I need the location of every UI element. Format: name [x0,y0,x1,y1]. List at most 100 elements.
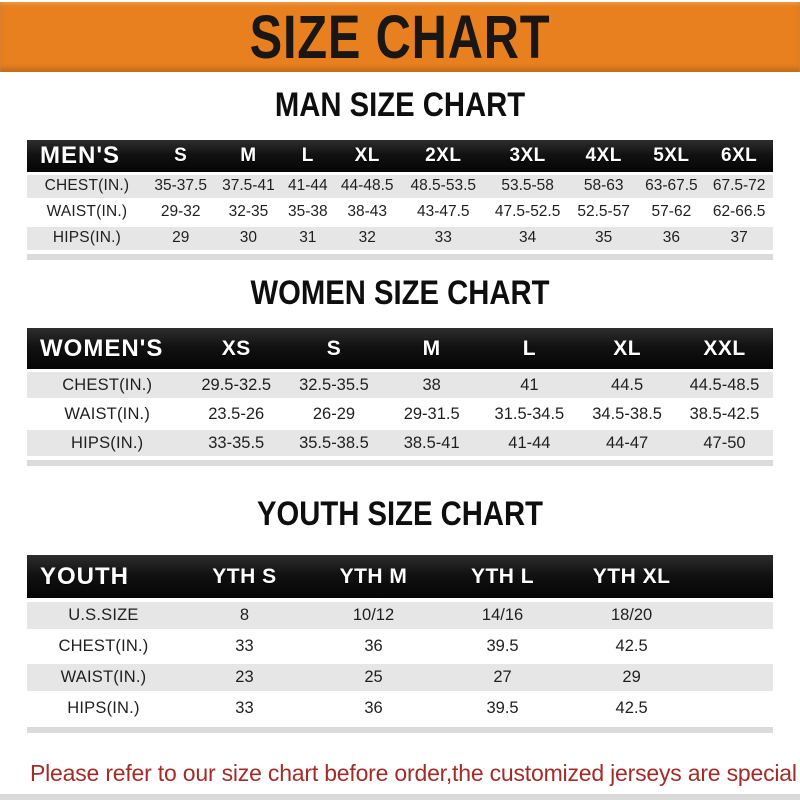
men-table-cell: 29 [146,226,215,250]
women-table-cell: 41-44 [480,430,579,457]
youth-row-label: HIPS(IN.) [27,695,180,723]
men-table-row: HIPS(IN.) 29 30 31 32 33 34 35 36 37 [27,226,773,250]
women-table-cell: 34.5-38.5 [578,401,676,428]
women-table-cell: 23.5-26 [187,401,286,428]
men-header-row: MEN'S S M L XL 2XL 3XL 4XL 5XL 6XL [27,139,773,172]
men-table-cell: 58-63 [569,174,638,198]
youth-table-cell: 27 [438,664,568,692]
men-table-edge-strip [27,253,773,260]
men-table-cell: 43-47.5 [401,200,486,224]
sections-container: MAN SIZE CHART MEN'S S M L XL 2XL 3XL 4XL 5XL 6XL C… [0,86,800,734]
women-table-row: HIPS(IN.) 33-35.5 35.5-38.5 38.5-41 41-44 44-… [27,430,773,457]
men-column-header: M [214,139,283,172]
men-table-cell: 33 [401,226,486,250]
youth-table-cell: 25 [308,664,439,692]
women-header-row: WOMEN'S XS S M L XL XXL [27,328,773,370]
women-table-cell: 38.5-42.5 [675,401,773,428]
men-table-cell: 37 [705,226,773,250]
women-table-cell: 26-29 [285,401,383,428]
women-table-cell: 29.5-32.5 [187,372,286,399]
men-table-cell: 35-37.5 [146,174,215,198]
women-table-cell: 35.5-38.5 [285,430,383,457]
men-table-cell: 47.5-52.5 [485,200,570,224]
filler-cell [696,695,773,723]
section-youth: YOUTH SIZE CHART YOUTH YTH S YTH M YTH L YTH … [0,497,800,734]
men-table-cell: 32 [333,226,402,250]
women-row-label: CHEST(IN.) [27,372,188,399]
women-column-header: XS [187,328,286,370]
youth-table-cell: 33 [179,695,309,723]
youth-row-label: CHEST(IN.) [27,633,180,661]
youth-table-cell: 10/12 [308,602,439,630]
men-table-cell: 52.5-57 [569,200,638,224]
women-table-row: WAIST(IN.) 23.5-26 26-29 29-31.5 31.5-34.5 34… [27,401,773,428]
men-table-cell: 36 [637,226,706,250]
women-table-cell: 47-50 [675,430,773,457]
section-women: WOMEN SIZE CHART WOMEN'S XS S M L XL XXL CHEST(I… [0,273,800,467]
youth-table-cell: 8 [179,602,309,630]
youth-table-cell: 29 [567,664,697,692]
youth-size-table: YOUTH YTH S YTH M YTH L YTH XL U.S.SIZE 8 10/12… [27,551,773,726]
men-table-wrap: MEN'S S M L XL 2XL 3XL 4XL 5XL 6XL CHEST(IN.) 35-37… [27,137,773,260]
men-table-cell: 35-38 [282,200,334,224]
men-column-header: 6XL [705,139,773,172]
section-men: MAN SIZE CHART MEN'S S M L XL 2XL 3XL 4XL 5XL 6XL C… [0,86,800,260]
men-table-cell: 35 [569,226,638,250]
men-table-cell: 31 [282,226,334,250]
women-band-label: WOMEN'S [27,328,188,370]
men-column-header: 3XL [485,139,570,172]
youth-row-label: WAIST(IN.) [27,664,180,692]
youth-column-header: YTH M [308,555,439,599]
women-table-cell: 31.5-34.5 [480,401,579,428]
youth-table-row: HIPS(IN.) 33 36 39.5 42.5 [27,695,773,723]
youth-row-label: U.S.SIZE [27,602,180,630]
men-table-cell: 62-66.5 [705,200,773,224]
men-table-row: CHEST(IN.) 35-37.5 37.5-41 41-44 44-48.5 48.5… [27,174,773,198]
youth-column-header: YTH S [179,555,309,599]
youth-column-header: YTH XL [567,555,697,599]
youth-band-label: YOUTH [27,555,180,599]
women-table-cell: 44.5-48.5 [675,372,773,399]
women-table-cell: 38 [382,372,481,399]
women-size-table: WOMEN'S XS S M L XL XXL CHEST(IN.) 29.5-32.5 32.5… [27,325,773,459]
men-table-cell: 57-62 [637,200,706,224]
filler-cell [696,633,773,661]
youth-table-cell: 42.5 [567,633,697,661]
men-band-label: MEN'S [27,139,147,172]
banner: SIZE CHART [0,2,800,72]
women-table-cell: 38.5-41 [382,430,481,457]
women-column-header: XXL [675,328,773,370]
youth-table-row: WAIST(IN.) 23 25 27 29 [27,664,773,692]
men-table-cell: 44-48.5 [333,174,402,198]
notice-line-1: Please refer to our size chart before or… [30,760,800,787]
women-table-edge-strip [27,460,773,467]
men-table-cell: 41-44 [282,174,334,198]
youth-table-wrap: YOUTH YTH S YTH M YTH L YTH XL U.S.SIZE 8 10/12… [27,551,773,734]
men-table-cell: 63-67.5 [637,174,706,198]
men-column-header: XL [333,139,402,172]
men-column-header: 4XL [569,139,638,172]
women-row-label: HIPS(IN.) [27,430,188,457]
youth-table-row: U.S.SIZE 8 10/12 14/16 18/20 [27,602,773,630]
youth-table-cell: 36 [308,633,439,661]
men-heading: MAN SIZE CHART [274,86,526,124]
women-table-cell: 32.5-35.5 [285,372,383,399]
women-heading: WOMEN SIZE CHART [250,273,550,312]
youth-column-header: YTH L [438,555,568,599]
men-column-header: 5XL [637,139,706,172]
women-table-row: CHEST(IN.) 29.5-32.5 32.5-35.5 38 41 44.5 44.5… [27,372,773,399]
women-column-header: L [480,328,579,370]
youth-table-cell: 23 [179,664,309,692]
men-table-cell: 38-43 [333,200,402,224]
youth-table-cell: 18/20 [567,602,697,630]
filler-cell [696,555,773,599]
men-row-label: WAIST(IN.) [27,200,147,224]
women-table-cell: 41 [480,372,579,399]
women-column-header: XL [578,328,676,370]
men-table-cell: 34 [485,226,570,250]
youth-table-cell: 39.5 [438,695,568,723]
men-column-header: 2XL [401,139,486,172]
men-table-cell: 32-35 [214,200,283,224]
women-table-wrap: WOMEN'S XS S M L XL XXL CHEST(IN.) 29.5-32.5 32.5… [27,325,773,467]
men-table-cell: 37.5-41 [214,174,283,198]
